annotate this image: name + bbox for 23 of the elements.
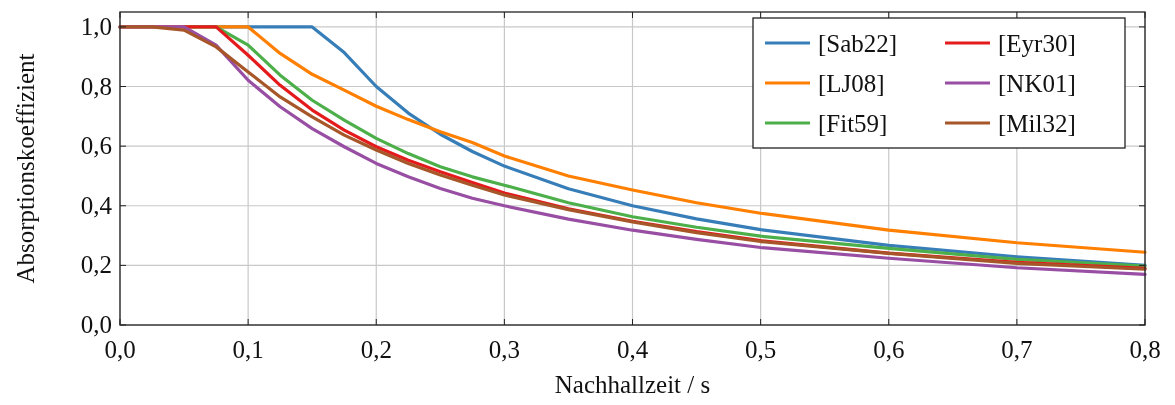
- legend-label: [Eyr30]: [998, 30, 1076, 57]
- legend-label: [NK01]: [998, 70, 1076, 97]
- x-tick-label: 0,7: [1001, 336, 1033, 363]
- x-tick-label: 0,8: [1129, 336, 1161, 363]
- x-tick-label: 0,5: [745, 336, 777, 363]
- x-tick-label: 0,4: [616, 336, 649, 363]
- legend-label: [Mil32]: [998, 110, 1076, 137]
- legend-label: [Fit59]: [818, 110, 888, 137]
- x-tick-label: 0,0: [104, 336, 136, 363]
- y-tick-label: 0,4: [80, 191, 113, 219]
- y-axis-title: Absorptionskoeffizient: [12, 53, 39, 284]
- y-tick-label: 0,2: [80, 251, 112, 279]
- y-tick-label: 1,0: [80, 12, 112, 40]
- legend-label: [Sab22]: [818, 30, 898, 57]
- x-tick-label: 0,2: [360, 336, 392, 363]
- y-tick-label: 0,0: [80, 311, 112, 338]
- x-axis-title: Nachhallzeit / s: [554, 371, 711, 398]
- y-tick-label: 0,8: [80, 72, 112, 100]
- legend-label: [LJ08]: [818, 70, 885, 97]
- x-tick-label: 0,6: [873, 336, 905, 363]
- x-tick-label: 0,1: [232, 336, 264, 363]
- y-tick-label: 0,6: [80, 132, 112, 160]
- x-tick-label: 0,3: [488, 336, 520, 363]
